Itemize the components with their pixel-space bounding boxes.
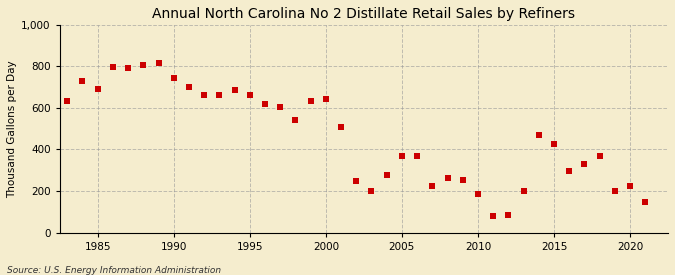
Point bbox=[549, 142, 560, 147]
Point bbox=[138, 63, 148, 68]
Point bbox=[351, 178, 362, 183]
Text: Source: U.S. Energy Information Administration: Source: U.S. Energy Information Administ… bbox=[7, 266, 221, 275]
Point bbox=[396, 153, 407, 158]
Point bbox=[123, 66, 134, 71]
Point bbox=[260, 101, 271, 106]
Point bbox=[275, 105, 286, 109]
Point bbox=[77, 79, 88, 83]
Point bbox=[624, 184, 635, 188]
Point bbox=[62, 98, 73, 103]
Point bbox=[427, 184, 437, 188]
Point bbox=[488, 214, 499, 218]
Point bbox=[321, 97, 331, 101]
Y-axis label: Thousand Gallons per Day: Thousand Gallons per Day bbox=[7, 60, 17, 197]
Title: Annual North Carolina No 2 Distillate Retail Sales by Refiners: Annual North Carolina No 2 Distillate Re… bbox=[153, 7, 575, 21]
Point bbox=[564, 169, 574, 174]
Point bbox=[107, 65, 118, 70]
Point bbox=[214, 93, 225, 98]
Point bbox=[610, 189, 620, 193]
Point bbox=[168, 76, 179, 80]
Point bbox=[184, 85, 194, 89]
Point bbox=[458, 177, 468, 182]
Point bbox=[153, 61, 164, 65]
Point bbox=[518, 189, 529, 193]
Point bbox=[594, 153, 605, 158]
Point bbox=[412, 153, 423, 158]
Point bbox=[442, 175, 453, 180]
Point bbox=[503, 213, 514, 217]
Point bbox=[92, 87, 103, 92]
Point bbox=[335, 124, 346, 129]
Point bbox=[472, 192, 483, 196]
Point bbox=[640, 200, 651, 205]
Point bbox=[244, 93, 255, 98]
Point bbox=[579, 162, 590, 166]
Point bbox=[305, 98, 316, 103]
Point bbox=[198, 93, 209, 98]
Point bbox=[229, 88, 240, 92]
Point bbox=[533, 133, 544, 137]
Point bbox=[381, 173, 392, 178]
Point bbox=[290, 118, 301, 123]
Point bbox=[366, 189, 377, 193]
